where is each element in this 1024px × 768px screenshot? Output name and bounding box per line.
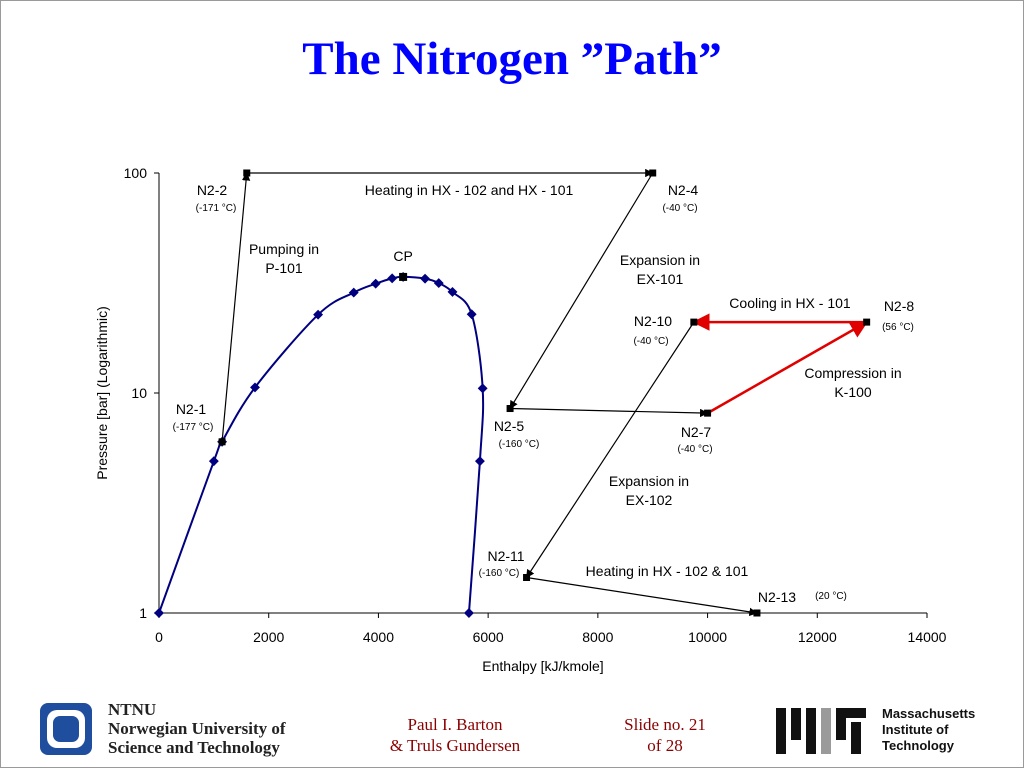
state-temp-n2-2: (-171 °C) xyxy=(196,203,237,214)
x-tick-label-1: 2000 xyxy=(253,629,284,645)
state-marker-n2-1 xyxy=(218,438,226,446)
mit-logo-icon xyxy=(776,708,866,754)
x-tick-label-6: 12000 xyxy=(798,629,837,645)
path-n2-1-to-n2-2 xyxy=(221,172,251,442)
state-marker-n2-8 xyxy=(863,318,871,326)
state-label-n2-11: N2-11 xyxy=(487,548,524,564)
annotation-expansion-101-line-2: EX-101 xyxy=(637,271,684,287)
dome-point-5 xyxy=(348,287,359,298)
ntnu-logo-icon xyxy=(40,703,92,755)
dome-point-10 xyxy=(433,278,444,289)
annotation-heating-top-line-1: Heating in HX - 102 and HX - 101 xyxy=(365,182,574,198)
saturation-dome-line xyxy=(158,275,485,614)
footer-author-line-1: Paul I. Barton xyxy=(407,715,503,734)
footer-slide-number: Slide no. 21 of 28 xyxy=(600,714,730,756)
mit-line-1: Massachusetts xyxy=(882,706,976,721)
state-label-n2-8: N2-8 xyxy=(884,298,915,314)
state-temp-n2-5: (-160 °C) xyxy=(499,439,540,450)
annotation-expansion-102-line-1: Expansion in xyxy=(609,473,689,489)
state-marker-n2-11 xyxy=(523,573,531,581)
state-temp-n2-10: (-40 °C) xyxy=(633,336,668,347)
state-marker-n2-10 xyxy=(690,318,698,326)
x-tick-label-3: 6000 xyxy=(473,629,504,645)
dome-point-6 xyxy=(370,278,381,289)
x-axis-label: Enthalpy [kJ/kmole] xyxy=(482,658,603,674)
dome-point-4 xyxy=(313,309,324,320)
state-temp-n2-1: (-177 °C) xyxy=(173,422,214,433)
dome-point-12 xyxy=(466,309,477,320)
path-n2-11-to-n2-13 xyxy=(526,576,758,616)
y-tick-label-1: 10 xyxy=(131,385,147,401)
state-temp-n2-8: (56 °C) xyxy=(882,322,914,333)
path-n2-5-to-n2-7 xyxy=(510,407,709,418)
state-marker-n2-4 xyxy=(649,169,657,177)
dome-point-0 xyxy=(154,608,164,618)
dome-point-14 xyxy=(474,456,485,467)
dome-point-3 xyxy=(250,382,260,393)
state-label-n2-5: N2-5 xyxy=(494,418,525,434)
state-temp-n2-4: (-40 °C) xyxy=(662,203,697,214)
x-tick-label-4: 8000 xyxy=(582,629,613,645)
state-label-n2-10: N2-10 xyxy=(634,313,672,329)
path-n2-4-to-n2-5 xyxy=(509,172,654,410)
footer-slide-line-1: Slide no. 21 xyxy=(624,715,706,734)
state-label-n2-4: N2-4 xyxy=(668,182,699,198)
state-marker-n2-5 xyxy=(506,405,514,413)
state-marker-n2-7 xyxy=(704,409,712,417)
critical-point-marker xyxy=(399,272,408,281)
dome-point-9 xyxy=(420,273,431,284)
annotation-cooling-line-1: Cooling in HX - 101 xyxy=(729,295,851,311)
annotation-pumping-line-2: P-101 xyxy=(265,260,303,276)
state-label-n2-2: N2-2 xyxy=(197,182,228,198)
annotation-heating-bottom-line-1: Heating in HX - 102 & 101 xyxy=(586,563,749,579)
state-temp-n2-11: (-160 °C) xyxy=(479,568,520,579)
state-label-n2-7: N2-7 xyxy=(681,424,712,440)
x-tick-label-5: 10000 xyxy=(688,629,727,645)
ntnu-line-3: Science and Technology xyxy=(108,738,280,757)
critical-point-label: CP xyxy=(393,248,412,264)
footer-author-line-2: & Truls Gundersen xyxy=(389,736,521,755)
mit-line-2: Institute of xyxy=(882,722,949,737)
mit-wordmark: Massachusetts Institute of Technology xyxy=(882,706,975,754)
state-temp-n2-7: (-40 °C) xyxy=(677,444,712,455)
y-tick-label-2: 100 xyxy=(124,165,148,181)
y-tick-label-0: 1 xyxy=(139,605,147,621)
state-label-n2-1: N2-1 xyxy=(176,401,207,417)
annotation-expansion-102-line-2: EX-102 xyxy=(626,492,673,508)
path-n2-7-to-n2-8 xyxy=(706,321,869,415)
y-axis-label: Pressure [bar] (Logarithmic) xyxy=(94,306,110,480)
ntnu-line-1: NTNU xyxy=(108,700,157,719)
ntnu-line-2: Norwegian University of xyxy=(108,719,286,738)
slide-title: The Nitrogen ”Path” xyxy=(302,33,722,85)
footer-slide-line-2: of 28 xyxy=(647,736,683,755)
x-tick-label-0: 0 xyxy=(155,629,163,645)
path-n2-10-to-n2-11 xyxy=(526,321,695,579)
state-marker-n2-13 xyxy=(753,609,761,617)
state-temp-n2-13: (20 °C) xyxy=(815,591,847,602)
dome-point-11 xyxy=(447,286,458,297)
dome-point-1 xyxy=(208,456,219,467)
mit-line-3: Technology xyxy=(882,738,954,753)
ntnu-wordmark: NTNU Norwegian University of Science and… xyxy=(108,700,286,757)
annotation-compression-line-1: Compression in xyxy=(804,365,901,381)
footer-authors: Paul I. Barton & Truls Gundersen xyxy=(360,714,550,756)
annotation-compression-line-2: K-100 xyxy=(834,384,872,400)
x-tick-label-7: 14000 xyxy=(908,629,947,645)
dome-point-13 xyxy=(477,383,488,394)
dome-point-7 xyxy=(387,273,398,284)
state-marker-n2-2 xyxy=(243,169,251,177)
state-label-n2-13: N2-13 xyxy=(758,589,796,605)
annotation-expansion-101-line-1: Expansion in xyxy=(620,252,700,268)
x-tick-label-2: 4000 xyxy=(363,629,394,645)
annotation-pumping-line-1: Pumping in xyxy=(249,241,319,257)
dome-point-15 xyxy=(463,608,474,618)
